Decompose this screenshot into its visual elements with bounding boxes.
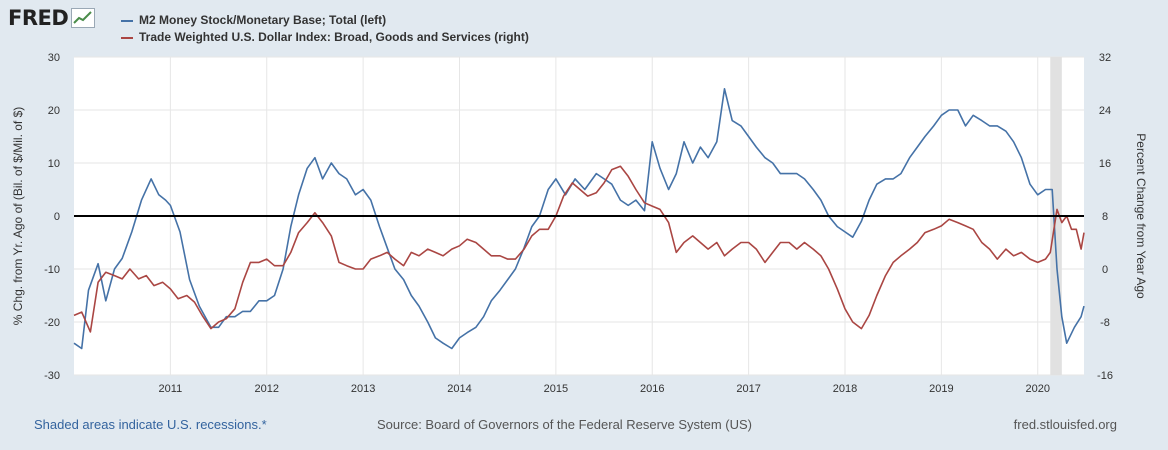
legend-label-m2: M2 Money Stock/Monetary Base; Total (lef… xyxy=(139,13,387,27)
left-tick-label-5: -20 xyxy=(44,317,60,329)
recession-note-link[interactable]: Shaded areas indicate U.S. recessions.* xyxy=(34,417,267,432)
x-tick-label-5: 2016 xyxy=(640,383,664,395)
x-tick-label-8: 2019 xyxy=(929,383,953,395)
fred-chart-icon xyxy=(71,8,96,28)
series-line-1 xyxy=(73,165,1085,333)
line-chart: 30 20 10 0 -10 -20 -30 32 24 16 8 0 -8 -16 2011 2012 2… xyxy=(11,52,1148,395)
source-note: Source: Board of Governors of the Federa… xyxy=(377,417,752,432)
left-tick-label-6: -30 xyxy=(44,370,60,382)
chart-legend: M2 Money Stock/Monetary Base; Total (lef… xyxy=(121,12,529,46)
x-tick-label-4: 2015 xyxy=(544,383,568,395)
right-tick-label-3: 8 xyxy=(1102,211,1108,223)
legend-swatch-dollar-index xyxy=(121,36,133,39)
left-tick-label-0: 30 xyxy=(48,52,60,64)
x-tick-label-7: 2018 xyxy=(833,383,857,395)
legend-swatch-m2 xyxy=(121,19,133,22)
legend-item-dollar-index: Trade Weighted U.S. Dollar Index: Broad,… xyxy=(121,29,529,46)
series-line-0 xyxy=(73,88,1085,350)
legend-item-m2: M2 Money Stock/Monetary Base; Total (lef… xyxy=(121,12,529,29)
right-tick-label-2: 16 xyxy=(1099,158,1111,170)
fred-site-link[interactable]: fred.stlouisfed.org xyxy=(1013,417,1117,432)
right-tick-label-5: -8 xyxy=(1100,317,1110,329)
x-tick-label-1: 2012 xyxy=(255,383,279,395)
fred-logo-text: FRED xyxy=(8,6,69,30)
left-tick-label-1: 20 xyxy=(48,105,60,117)
x-tick-label-9: 2020 xyxy=(1025,383,1049,395)
right-tick-label-4: 0 xyxy=(1102,264,1108,276)
left-tick-label-3: 0 xyxy=(54,211,60,223)
right-tick-label-6: -16 xyxy=(1097,370,1113,382)
fred-logo[interactable]: FRED xyxy=(8,6,96,30)
right-tick-label-0: 32 xyxy=(1099,52,1111,64)
x-tick-label-3: 2014 xyxy=(447,383,471,395)
x-tick-label-0: 2011 xyxy=(159,383,183,395)
legend-label-dollar-index: Trade Weighted U.S. Dollar Index: Broad,… xyxy=(139,30,529,44)
x-tick-label-2: 2013 xyxy=(351,383,375,395)
left-axis-label: % Chg. from Yr. Ago of (Bil. of $/Mil. o… xyxy=(11,107,25,326)
right-tick-label-1: 24 xyxy=(1099,105,1111,117)
left-tick-label-4: -10 xyxy=(44,264,60,276)
left-tick-label-2: 10 xyxy=(48,158,60,170)
x-tick-label-6: 2017 xyxy=(736,383,760,395)
right-axis-label: Percent Change from Year Ago xyxy=(1134,133,1148,299)
